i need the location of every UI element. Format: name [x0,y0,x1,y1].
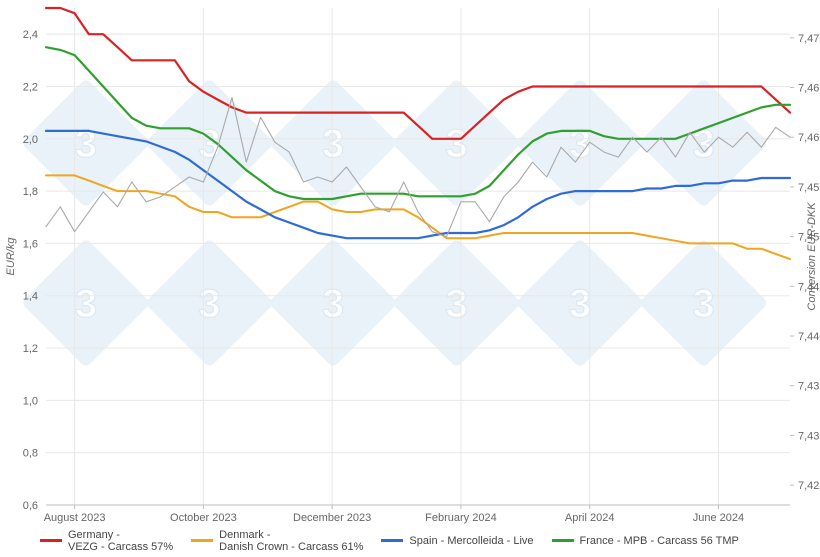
svg-text:Conversion EUR-DKK: Conversion EUR-DKK [806,202,818,311]
svg-text:7,430: 7,430 [798,430,820,442]
legend-label: Germany -VEZG - Carcass 57% [68,529,173,553]
legend-item-germany: Germany -VEZG - Carcass 57% [40,529,173,553]
svg-text:7,425: 7,425 [798,480,820,492]
svg-text:3: 3 [75,282,97,326]
svg-text:1,6: 1,6 [23,238,38,250]
svg-text:3: 3 [198,282,220,326]
legend-item-denmark: Denmark -Danish Crown - Carcass 61% [191,529,363,553]
legend-swatch-germany [40,539,62,542]
svg-text:3: 3 [569,282,591,326]
price-chart: { "chart": { "type": "line", "plot": { "… [0,0,820,557]
svg-text:October 2023: October 2023 [170,512,237,524]
svg-text:1,0: 1,0 [23,395,38,407]
svg-text:7,460: 7,460 [798,132,820,144]
svg-text:2,0: 2,0 [23,134,38,146]
svg-text:3: 3 [692,282,714,326]
svg-text:7,435: 7,435 [798,381,820,393]
legend-label: Denmark -Danish Crown - Carcass 61% [219,529,363,553]
svg-text:1,2: 1,2 [23,343,38,355]
svg-text:7,455: 7,455 [798,182,820,194]
svg-text:7,440: 7,440 [798,331,820,343]
svg-text:June 2024: June 2024 [693,512,744,524]
svg-text:2,2: 2,2 [23,81,38,93]
svg-text:February 2024: February 2024 [425,512,497,524]
svg-text:3: 3 [75,122,97,166]
svg-text:1,4: 1,4 [23,291,38,303]
svg-text:3: 3 [322,122,344,166]
svg-text:0,8: 0,8 [23,448,38,460]
chart-svg: 3333333333330,60,81,01,21,41,61,82,02,22… [0,0,820,557]
legend-item-spain: Spain - Mercolleida - Live [381,535,533,547]
svg-text:1,8: 1,8 [23,186,38,198]
svg-text:0,6: 0,6 [23,500,38,512]
legend-label: France - MPB - Carcass 56 TMP [580,535,739,547]
legend: Germany -VEZG - Carcass 57% Denmark -Dan… [40,529,810,553]
svg-text:December 2023: December 2023 [293,512,371,524]
svg-text:2,4: 2,4 [23,29,38,41]
svg-text:3: 3 [322,282,344,326]
svg-text:3: 3 [445,122,467,166]
svg-text:April 2024: April 2024 [565,512,615,524]
svg-text:3: 3 [445,282,467,326]
legend-swatch-france [552,539,574,542]
svg-text:EUR/kg: EUR/kg [5,237,17,276]
legend-item-france: France - MPB - Carcass 56 TMP [552,535,739,547]
legend-label: Spain - Mercolleida - Live [409,535,533,547]
svg-text:7,465: 7,465 [798,83,820,95]
legend-swatch-denmark [191,539,213,542]
svg-text:7,470: 7,470 [798,33,820,45]
legend-swatch-spain [381,539,403,542]
svg-text:August 2023: August 2023 [44,512,106,524]
